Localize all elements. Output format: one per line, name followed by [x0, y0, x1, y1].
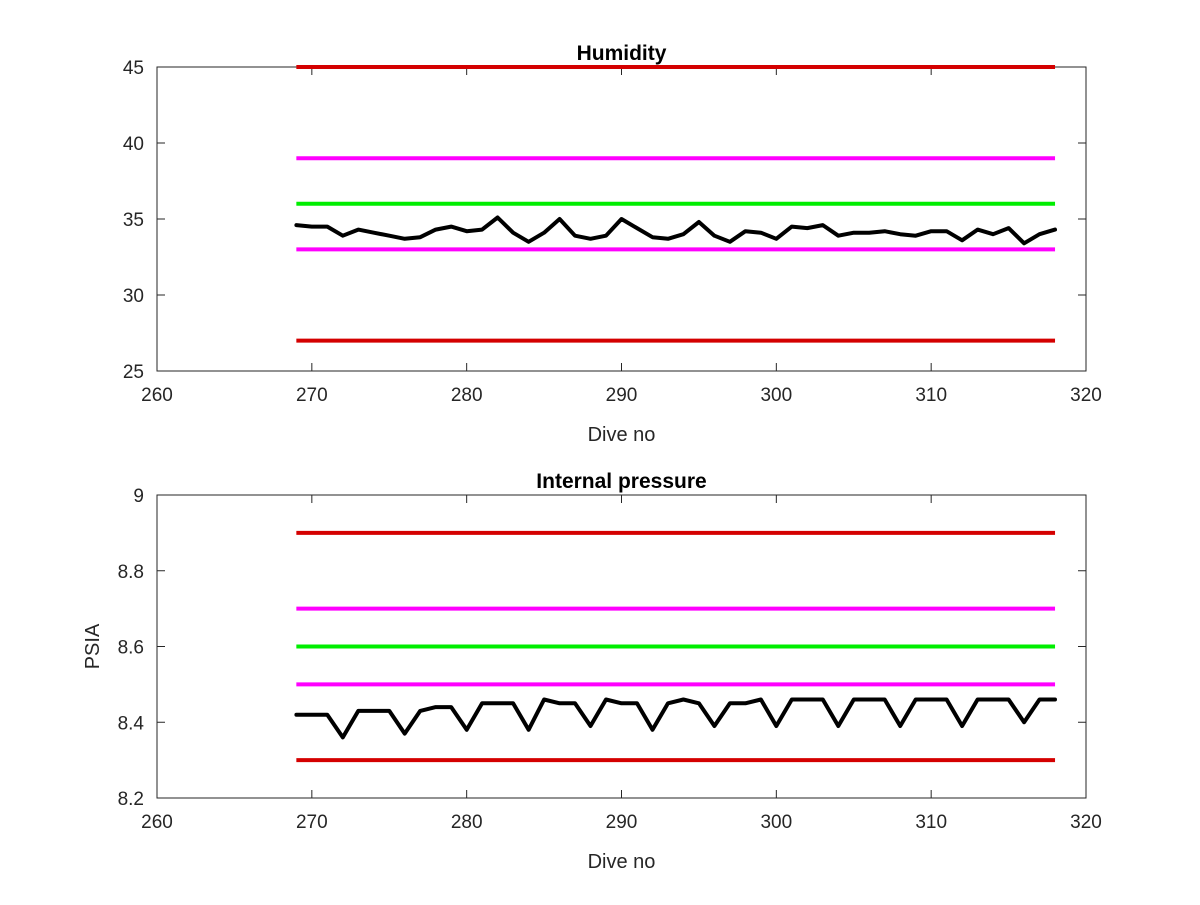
x-tick-label: 290	[606, 385, 638, 406]
y-tick-label: 35	[123, 210, 144, 231]
data-series-line	[294, 215, 1057, 246]
y-tick-label: 8.6	[118, 638, 144, 659]
data-series-line	[294, 697, 1057, 740]
chart-panel-2: 260 270 280 290 300 310 320 8.2 8.4 8.6 8.8 9 Intern…	[82, 470, 1102, 873]
y-tick-label: 30	[123, 286, 144, 307]
y-axis-title: PSIA	[82, 623, 104, 669]
y-tick-label: 9	[133, 486, 144, 507]
x-axis-title: Dive no	[588, 424, 656, 446]
x-tick-label: 260	[141, 385, 173, 406]
y-tick-label: 25	[123, 362, 144, 383]
x-tick-label: 320	[1070, 385, 1102, 406]
y-tick-label: 40	[123, 134, 144, 155]
chart-title: Humidity	[577, 42, 667, 65]
chart-panel-1: 260 270 280 290 300 310 320 25 30 35 40 45 Humidity D…	[123, 42, 1102, 446]
y-tick-label: 45	[123, 58, 144, 79]
x-tick-label: 300	[760, 812, 792, 833]
x-tick-label: 290	[606, 812, 638, 833]
x-tick-label: 270	[296, 385, 328, 406]
x-axis-title: Dive no	[588, 851, 656, 873]
y-tick-label: 8.4	[118, 713, 145, 734]
x-tick-label: 320	[1070, 812, 1102, 833]
chart-title: Internal pressure	[536, 470, 706, 493]
x-tick-label: 310	[915, 385, 947, 406]
y-tick-label: 8.8	[118, 562, 144, 583]
x-tick-label: 270	[296, 812, 328, 833]
x-tick-label: 280	[451, 812, 483, 833]
x-tick-label: 260	[141, 812, 173, 833]
x-tick-label: 310	[915, 812, 947, 833]
x-tick-label: 300	[760, 385, 792, 406]
x-tick-label: 280	[451, 385, 483, 406]
y-tick-label: 8.2	[118, 789, 144, 810]
